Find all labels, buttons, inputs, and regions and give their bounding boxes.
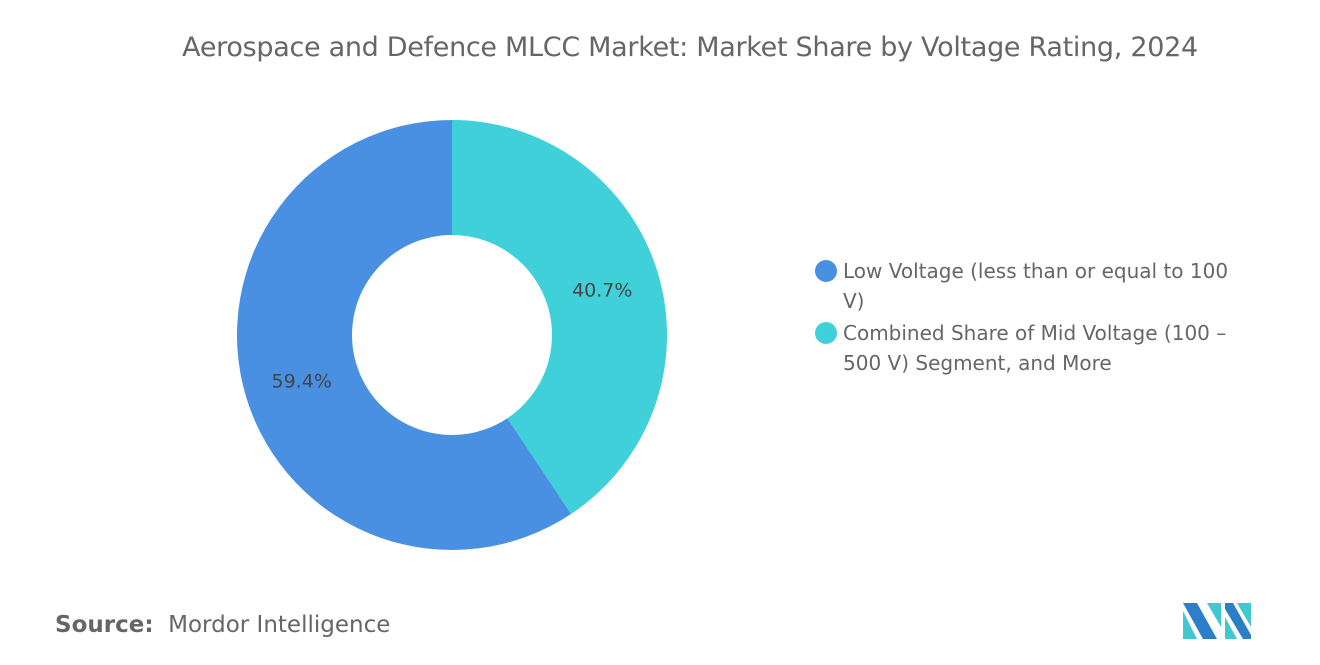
legend-swatch [815,322,837,344]
donut-slice [452,120,667,515]
legend-swatch [815,260,837,282]
mordor-intelligence-logo [1183,603,1251,639]
source-label: Source: [55,612,154,638]
legend-item-mid-voltage: Combined Share of Mid Voltage (100 – 500… [815,318,1235,378]
legend: Low Voltage (less than or equal to 100 V… [815,256,1235,380]
chart-title: Aerospace and Defence MLCC Market: Marke… [182,32,1198,63]
legend-label: Low Voltage (less than or equal to 100 V… [843,259,1229,313]
source-value: Mordor Intelligence [168,612,391,638]
donut-slice [236,120,572,550]
legend-item-low-voltage: Low Voltage (less than or equal to 100 V… [815,256,1235,316]
data-label: 59.4% [272,370,332,392]
legend-label: Combined Share of Mid Voltage (100 – 500… [843,321,1227,375]
data-label: 40.7% [572,280,632,302]
source: Source: Mordor Intelligence [55,612,390,638]
